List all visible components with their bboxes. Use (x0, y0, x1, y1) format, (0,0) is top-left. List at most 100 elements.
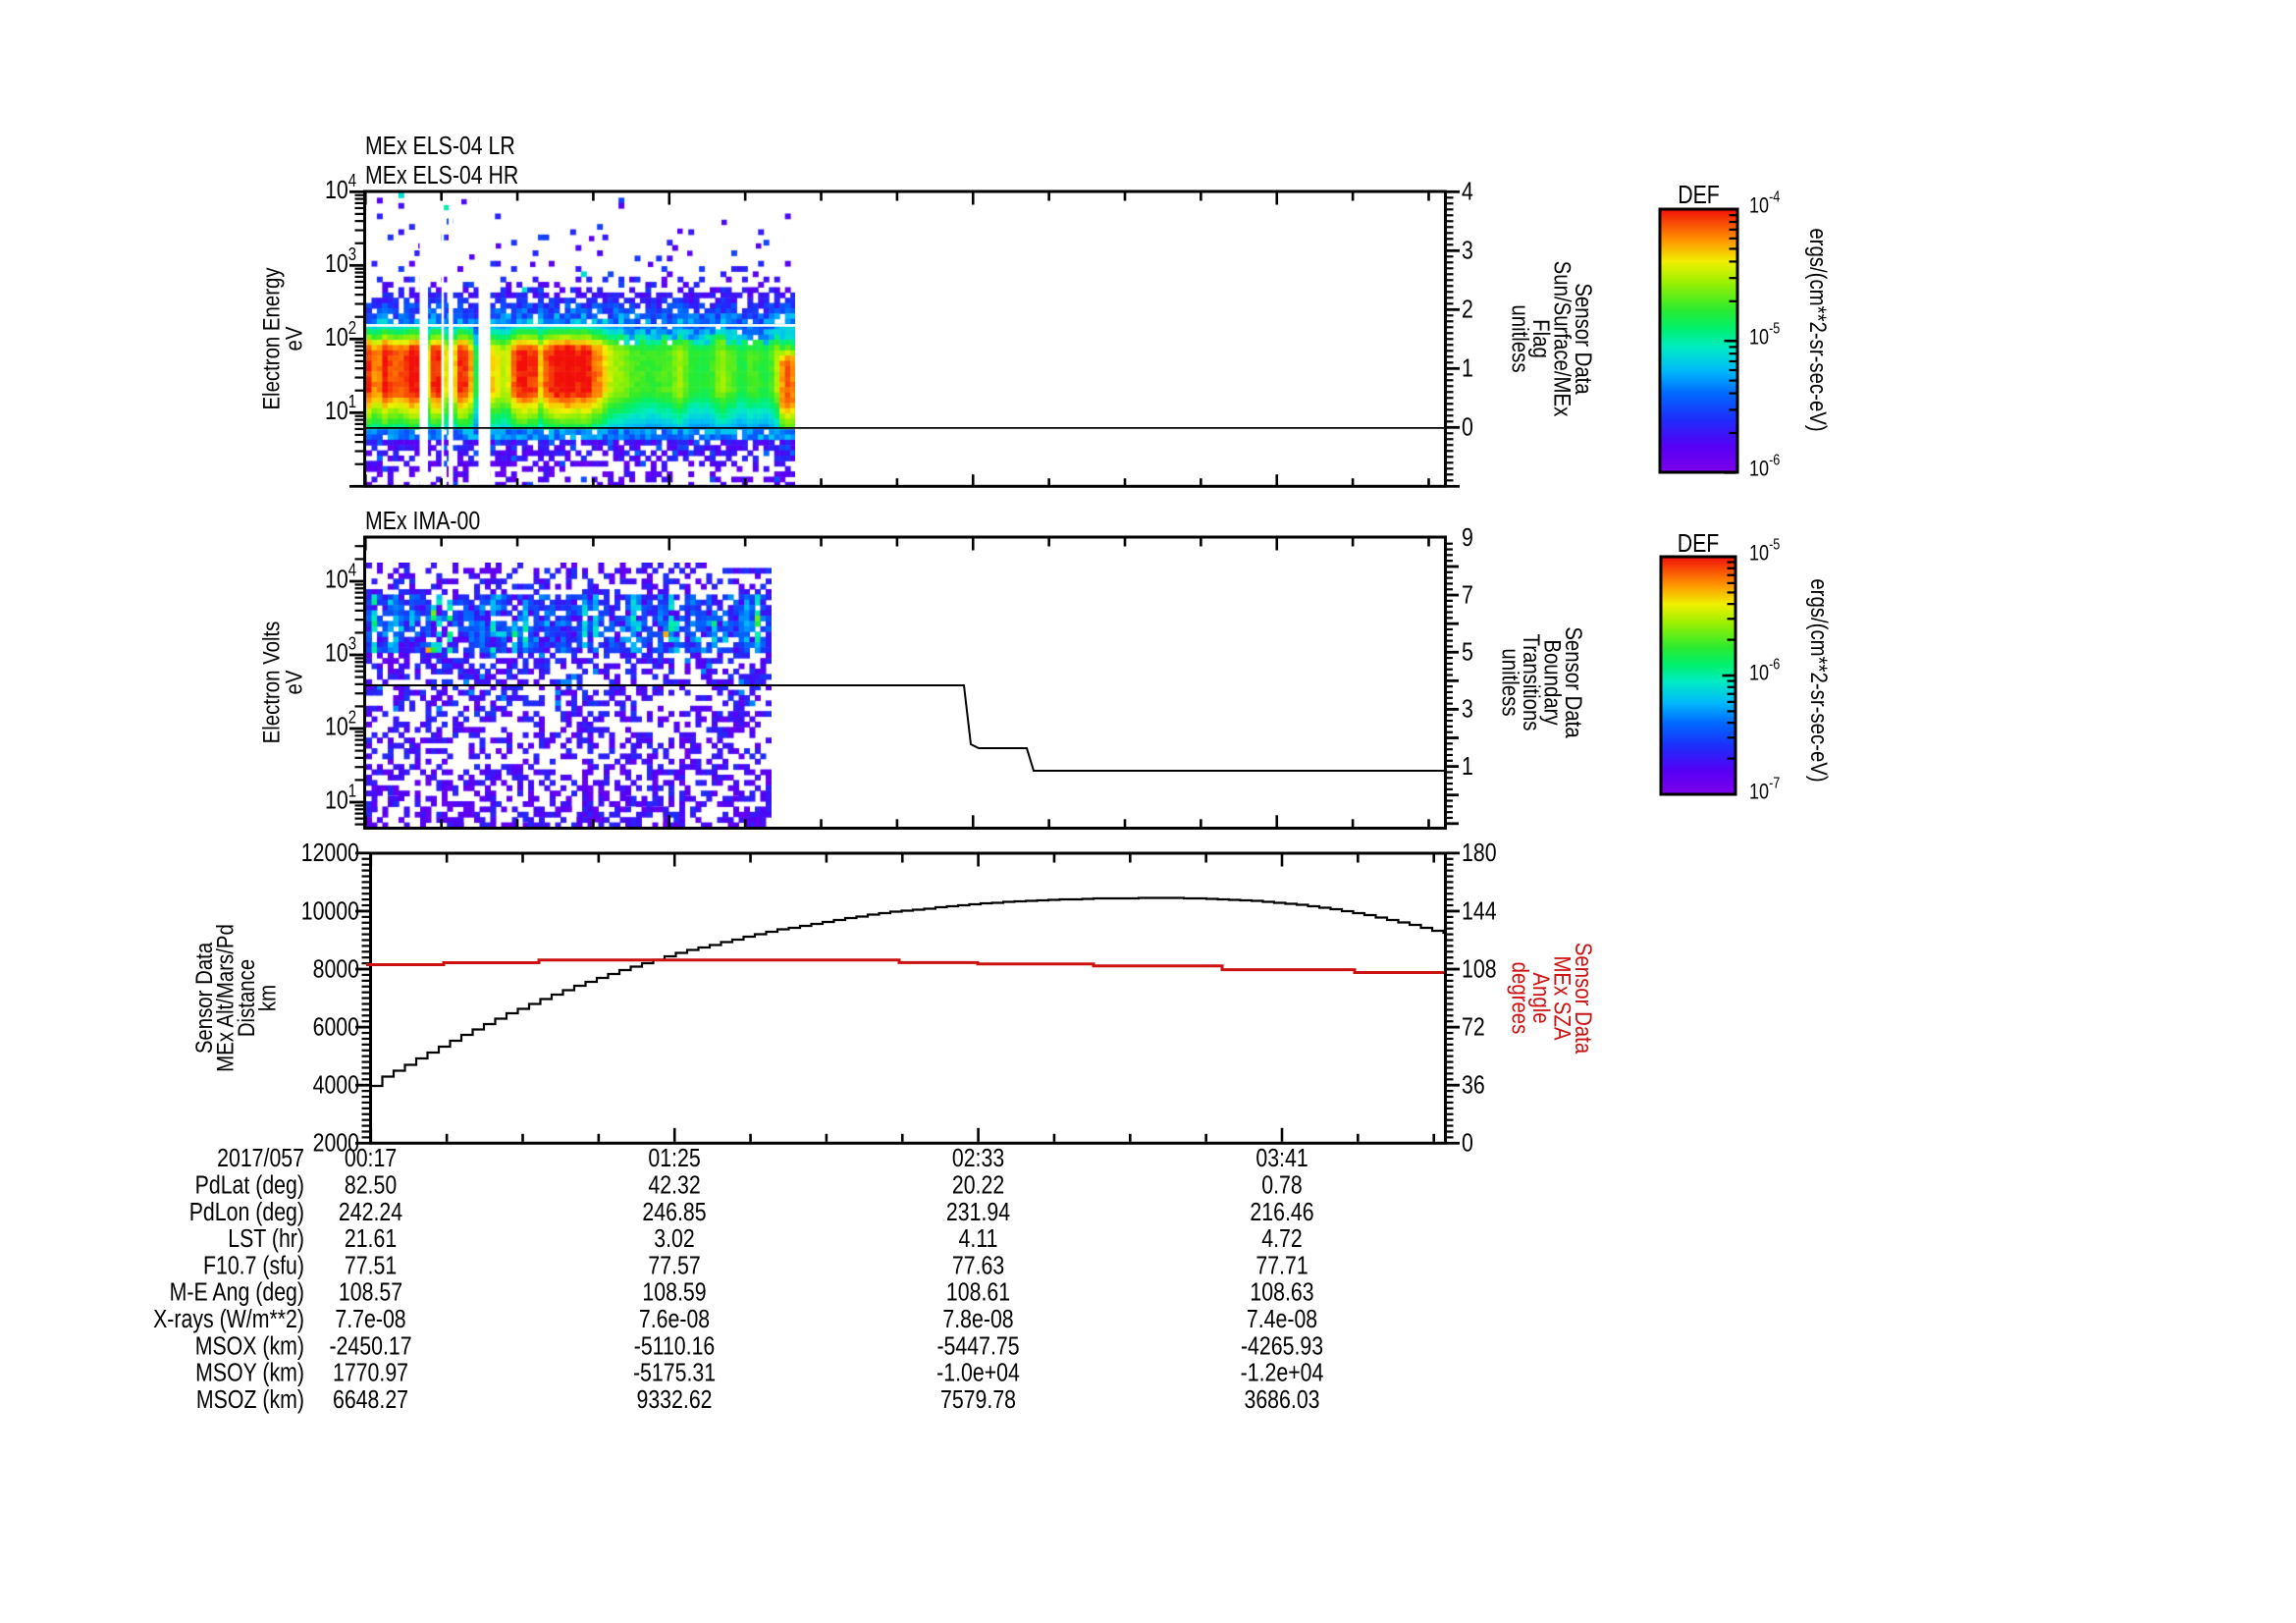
svg-text:77.51: 77.51 (345, 1251, 397, 1280)
svg-text:1: 1 (1462, 752, 1473, 782)
svg-text:MEx SZA: MEx SZA (1549, 955, 1575, 1040)
svg-text:01:25: 01:25 (648, 1144, 700, 1173)
svg-text:102: 102 (325, 317, 356, 352)
svg-text:MSOZ (km): MSOZ (km) (196, 1385, 304, 1415)
svg-text:36: 36 (1462, 1071, 1485, 1101)
svg-text:101: 101 (325, 781, 356, 815)
svg-text:216.46: 216.46 (1250, 1198, 1313, 1227)
svg-text:6000: 6000 (313, 1013, 359, 1043)
svg-text:103: 103 (325, 633, 356, 668)
svg-text:144: 144 (1462, 896, 1497, 926)
svg-text:246.85: 246.85 (642, 1198, 706, 1227)
svg-text:Electron Energy: Electron Energy (258, 267, 285, 410)
svg-text:231.94: 231.94 (946, 1198, 1010, 1227)
svg-text:unitless: unitless (1507, 304, 1533, 372)
svg-text:-4265.93: -4265.93 (1241, 1331, 1323, 1361)
svg-text:1770.97: 1770.97 (333, 1359, 408, 1388)
svg-text:4: 4 (1462, 178, 1473, 207)
svg-text:0.78: 0.78 (1261, 1171, 1302, 1201)
svg-text:10-5: 10-5 (1749, 319, 1780, 350)
svg-text:77.63: 77.63 (952, 1251, 1004, 1280)
svg-text:0: 0 (1462, 413, 1473, 443)
svg-text:9332.62: 9332.62 (636, 1385, 712, 1415)
svg-text:3: 3 (1462, 695, 1473, 725)
svg-text:02:33: 02:33 (952, 1144, 1004, 1173)
svg-text:Angle: Angle (1528, 972, 1555, 1023)
svg-text:eV: eV (281, 670, 307, 694)
svg-text:108.57: 108.57 (339, 1278, 402, 1308)
svg-text:Flag: Flag (1528, 319, 1555, 358)
svg-text:10-6: 10-6 (1749, 655, 1780, 685)
svg-text:km: km (254, 985, 281, 1011)
svg-text:MEx ELS-04 HR: MEx ELS-04 HR (365, 161, 518, 190)
svg-text:ergs/(cm**2-sr-sec-eV): ergs/(cm**2-sr-sec-eV) (1806, 578, 1833, 782)
svg-text:108.61: 108.61 (946, 1278, 1010, 1308)
svg-text:10-6: 10-6 (1749, 451, 1780, 481)
svg-text:7.4e-08: 7.4e-08 (1247, 1305, 1317, 1334)
svg-text:-5447.75: -5447.75 (936, 1331, 1019, 1361)
svg-text:102: 102 (325, 707, 356, 741)
svg-text:1: 1 (1462, 354, 1473, 384)
svg-text:4.11: 4.11 (959, 1224, 998, 1254)
svg-text:-1.0e+04: -1.0e+04 (936, 1359, 1020, 1388)
svg-text:Electron Volts: Electron Volts (258, 622, 285, 744)
svg-text:00:17: 00:17 (345, 1144, 397, 1173)
svg-text:42.32: 42.32 (648, 1171, 700, 1201)
svg-text:Sensor Data: Sensor Data (1571, 283, 1597, 395)
svg-text:-5175.31: -5175.31 (633, 1359, 716, 1388)
svg-text:6648.27: 6648.27 (333, 1385, 408, 1415)
svg-text:108: 108 (1462, 955, 1497, 985)
svg-text:Sensor Data: Sensor Data (190, 942, 217, 1054)
svg-text:MEx ELS-04 LR: MEx ELS-04 LR (365, 132, 515, 161)
svg-text:M-E Ang (deg): M-E Ang (deg) (170, 1278, 304, 1308)
svg-text:DEF: DEF (1678, 181, 1720, 210)
svg-text:9: 9 (1462, 523, 1473, 553)
svg-text:-2450.17: -2450.17 (329, 1331, 411, 1361)
svg-text:MSOX (km): MSOX (km) (195, 1331, 304, 1361)
svg-text:LST (hr): LST (hr) (228, 1224, 304, 1254)
svg-text:77.71: 77.71 (1255, 1251, 1308, 1280)
svg-text:3: 3 (1462, 237, 1473, 266)
svg-text:03:41: 03:41 (1255, 1144, 1308, 1173)
svg-text:2017/057: 2017/057 (217, 1144, 304, 1173)
svg-text:10000: 10000 (301, 896, 359, 926)
svg-text:7.6e-08: 7.6e-08 (639, 1305, 710, 1334)
svg-text:-5110.16: -5110.16 (634, 1331, 716, 1361)
svg-text:101: 101 (325, 391, 356, 425)
svg-text:108.63: 108.63 (1250, 1278, 1313, 1308)
svg-text:12000: 12000 (301, 839, 359, 868)
svg-text:Sensor Data: Sensor Data (1561, 626, 1587, 738)
svg-text:2: 2 (1462, 296, 1473, 325)
svg-text:180: 180 (1462, 839, 1497, 868)
svg-text:Sensor Data: Sensor Data (1571, 943, 1597, 1055)
svg-text:20.22: 20.22 (952, 1171, 1004, 1201)
svg-text:7.8e-08: 7.8e-08 (942, 1305, 1013, 1334)
svg-text:MEx IMA-00: MEx IMA-00 (365, 507, 480, 536)
svg-text:eV: eV (281, 326, 307, 351)
svg-text:77.57: 77.57 (648, 1251, 700, 1280)
svg-text:unitless: unitless (1497, 648, 1523, 716)
svg-text:DEF: DEF (1678, 529, 1720, 559)
svg-text:0: 0 (1462, 1129, 1473, 1159)
svg-text:104: 104 (325, 560, 356, 594)
svg-text:82.50: 82.50 (345, 1171, 397, 1201)
svg-text:4000: 4000 (313, 1071, 359, 1101)
svg-text:degrees: degrees (1507, 962, 1533, 1035)
svg-text:7579.78: 7579.78 (940, 1385, 1016, 1415)
svg-text:104: 104 (325, 170, 356, 204)
svg-text:Boundary: Boundary (1539, 639, 1566, 726)
svg-text:X-rays (W/m**2): X-rays (W/m**2) (153, 1305, 304, 1334)
svg-text:3.02: 3.02 (654, 1224, 694, 1254)
svg-text:Distance: Distance (233, 959, 259, 1037)
svg-text:5: 5 (1462, 638, 1473, 668)
svg-text:8000: 8000 (313, 955, 359, 985)
svg-text:10-5: 10-5 (1749, 535, 1780, 566)
svg-text:242.24: 242.24 (339, 1198, 402, 1227)
svg-text:F10.7 (sfu): F10.7 (sfu) (203, 1251, 304, 1280)
svg-text:10-4: 10-4 (1749, 188, 1780, 218)
svg-text:7: 7 (1462, 580, 1473, 610)
svg-text:72: 72 (1462, 1013, 1485, 1043)
svg-text:-1.2e+04: -1.2e+04 (1241, 1359, 1324, 1388)
svg-text:MEx Alt/Mars/Pd: MEx Alt/Mars/Pd (212, 924, 239, 1072)
svg-text:103: 103 (325, 243, 356, 278)
